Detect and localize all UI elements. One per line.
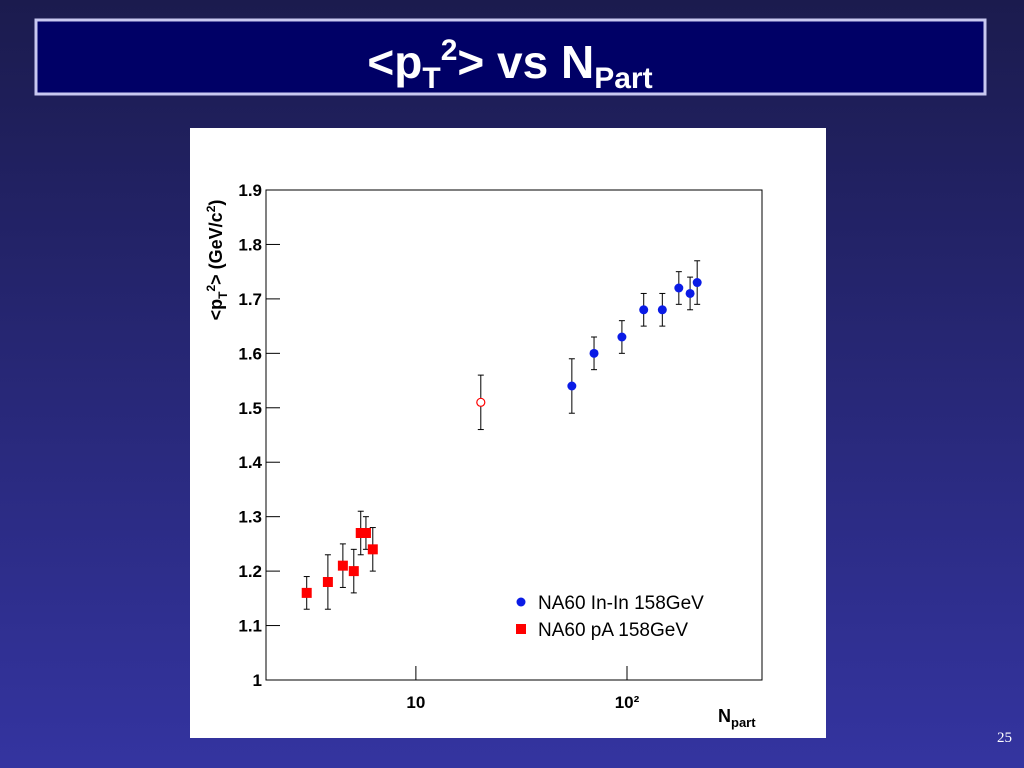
plot-frame (265, 189, 763, 681)
y-tick-label: 1.8 (238, 235, 262, 254)
y-tick-label: 1.1 (238, 617, 262, 636)
title-sup: 2 (441, 34, 458, 67)
y-axis-label: <pT2> (GeV/c2) (204, 200, 230, 321)
y-tick-label: 1.9 (238, 181, 262, 200)
slide-title: <pT2> vs NPart (367, 34, 652, 95)
y-tick-label: 1 (253, 671, 262, 690)
title-sub: T (422, 62, 440, 95)
marker-circle (516, 597, 526, 607)
marker-square (301, 587, 312, 598)
x-tick-label: 10² (615, 693, 640, 712)
title-part: <p (367, 36, 422, 88)
y-tick-label: 1.4 (238, 453, 262, 472)
page-number: 25 (997, 730, 1012, 746)
y-tick-label: 1.7 (238, 290, 262, 309)
y-tick-label: 1.6 (238, 344, 262, 363)
label-part: <p (206, 299, 226, 321)
marker-square (337, 560, 348, 571)
legend-label: NA60 In-In 158GeV (538, 593, 704, 614)
label-sub: T (216, 291, 230, 299)
legend-label: NA60 pA 158GeV (538, 620, 688, 641)
marker-circle (617, 332, 627, 342)
marker-square (322, 577, 333, 587)
marker-circle (674, 283, 684, 293)
title-sub: Part (594, 62, 652, 95)
title-part: > vs N (457, 36, 594, 88)
marker-circle (685, 288, 695, 298)
marker-square (367, 544, 378, 555)
marker-circle (639, 305, 649, 315)
marker-square (360, 528, 371, 538)
y-tick-label: 1.5 (238, 399, 262, 418)
marker-circle (657, 305, 667, 315)
label-sup: 2 (204, 205, 218, 212)
marker-circle (692, 278, 702, 288)
label-sub: part (731, 715, 756, 730)
marker-circle (589, 348, 599, 358)
chart-panel (190, 128, 826, 738)
title-box (34, 18, 987, 96)
label-sup: 2 (204, 285, 218, 292)
label-part: > (GeV/c (206, 212, 226, 285)
label-part: ) (206, 200, 226, 206)
y-tick-label: 1.3 (238, 508, 262, 527)
marker-square (355, 528, 366, 538)
x-tick-label: 10 (406, 693, 425, 712)
marker-open-circle (476, 397, 486, 407)
y-tick-label: 1.2 (238, 562, 262, 581)
marker-square (348, 566, 359, 577)
marker-circle (567, 381, 577, 391)
x-axis-label: Npart (718, 706, 756, 730)
marker-square (516, 624, 526, 634)
label-part: N (718, 706, 731, 726)
